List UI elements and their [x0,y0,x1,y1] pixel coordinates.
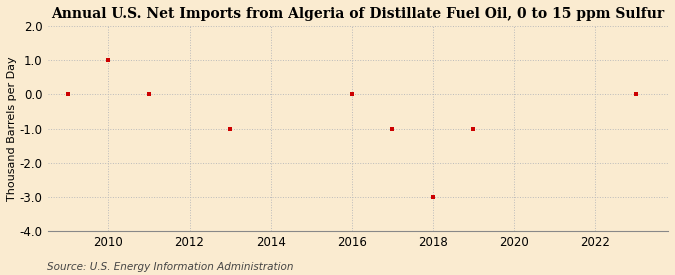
Point [427,195,438,199]
Point [63,92,74,97]
Point [346,92,357,97]
Point [630,92,641,97]
Y-axis label: Thousand Barrels per Day: Thousand Barrels per Day [7,56,17,201]
Text: Source: U.S. Energy Information Administration: Source: U.S. Energy Information Administ… [47,262,294,272]
Point [387,126,398,131]
Point [225,126,236,131]
Point [144,92,155,97]
Point [468,126,479,131]
Title: Annual U.S. Net Imports from Algeria of Distillate Fuel Oil, 0 to 15 ppm Sulfur: Annual U.S. Net Imports from Algeria of … [51,7,664,21]
Point [103,58,114,63]
